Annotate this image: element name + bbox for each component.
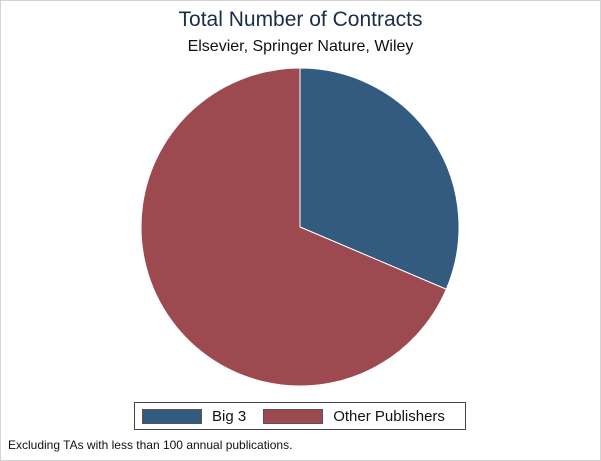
chart-subtitle: Elsevier, Springer Nature, Wiley bbox=[187, 38, 414, 55]
legend-item-other-publishers: Other Publishers bbox=[263, 408, 445, 425]
pie-slice-big-3 bbox=[299, 67, 460, 290]
chart-title: Total Number of Contracts bbox=[178, 8, 423, 31]
legend-swatch-other-publishers bbox=[263, 408, 324, 424]
pie-slice-other-publishers bbox=[140, 67, 447, 387]
legend-item-big-3: Big 3 bbox=[142, 408, 246, 425]
legend-label-big-3: Big 3 bbox=[212, 407, 247, 425]
legend: Big 3 Other Publishers bbox=[134, 402, 466, 430]
chart-note: Excluding TAs with less than 100 annual … bbox=[8, 438, 293, 452]
legend-label-other-publishers: Other Publishers bbox=[333, 407, 445, 425]
legend-swatch-big-3 bbox=[142, 408, 202, 424]
